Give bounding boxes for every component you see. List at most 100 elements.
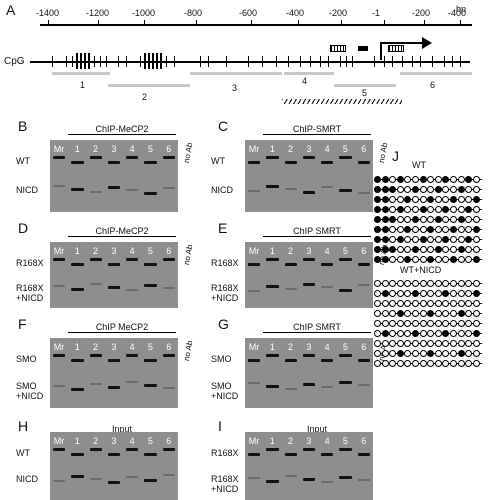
lane-number: 1 — [269, 144, 275, 154]
cpg-dot — [434, 310, 442, 317]
cpg-dot — [427, 226, 435, 233]
gel-band — [248, 161, 261, 164]
gel-band — [71, 263, 84, 266]
cpg-dot — [389, 360, 397, 367]
cpg-dot — [419, 206, 427, 213]
cpg-dot — [434, 340, 442, 347]
gel-band — [126, 354, 139, 357]
axis-tick — [48, 20, 49, 26]
cpg-dot — [419, 256, 427, 263]
cpg-dot — [412, 186, 419, 193]
cpg-dot — [442, 256, 450, 263]
cpg-site — [156, 53, 158, 69]
cpg-site — [310, 56, 311, 67]
cpg-dot — [434, 216, 442, 223]
cpg-dot — [389, 206, 397, 213]
cpg-dot — [412, 330, 419, 337]
cpg-site — [276, 56, 277, 67]
gel-band — [357, 263, 370, 266]
gel-band — [248, 359, 261, 362]
cpg-dot — [412, 246, 419, 253]
gel-band — [71, 388, 84, 392]
lane-number: 4 — [129, 342, 135, 352]
cpg-dot — [389, 226, 397, 233]
cpg-site — [76, 53, 78, 69]
cpg-dot — [450, 186, 457, 193]
cpg-dot — [412, 196, 419, 203]
lane-number: 1 — [269, 436, 275, 446]
cpg-dot — [457, 300, 465, 307]
gel-band — [339, 156, 352, 159]
cpg-dot — [404, 340, 412, 347]
methylation-row — [374, 300, 482, 307]
gel-image — [245, 338, 373, 408]
cpg-site — [66, 56, 67, 67]
row-label: SMO — [211, 354, 232, 364]
gel-band — [357, 359, 370, 362]
cpg-site — [208, 56, 209, 67]
cpg-dot — [419, 236, 427, 243]
cpg-dot — [457, 246, 465, 253]
cpg-dot — [465, 216, 473, 223]
cpg-dot — [472, 186, 480, 193]
cpg-dot — [442, 226, 450, 233]
row-label: WT — [16, 156, 30, 166]
cpg-dot — [434, 290, 442, 297]
gel-band — [71, 161, 84, 164]
lane-number: 2 — [288, 246, 294, 256]
cpg-dot — [427, 236, 435, 243]
lane-number: Mr — [248, 144, 260, 154]
cpg-dot — [434, 360, 442, 367]
axis-tick-label: -1400 — [36, 8, 60, 18]
panel-letter: D — [18, 220, 29, 236]
gel-band — [107, 185, 121, 189]
cpg-dot — [412, 216, 419, 223]
gel-band — [89, 448, 102, 451]
cpg-dot — [381, 256, 389, 263]
cpg-site — [300, 56, 301, 67]
panel-a: -1400 -1200 -1000 -800 -600 -400 -200 -1 -200 -40… — [0, 0, 488, 122]
gel-band — [89, 282, 102, 285]
gel-band — [339, 354, 352, 357]
cpg-dot — [396, 330, 404, 337]
cpg-dot — [427, 290, 435, 297]
cpg-dot — [396, 320, 404, 327]
cpg-dot — [404, 236, 412, 243]
gel-band — [126, 381, 139, 384]
methylation-row — [374, 206, 482, 213]
methylation-row — [374, 320, 482, 327]
cpg-dot — [457, 280, 465, 287]
cpg-dot — [427, 340, 435, 347]
cpg-dot — [389, 310, 397, 317]
row-label: R168X +NICD — [16, 282, 44, 303]
no-ab-label: no Ab — [182, 141, 195, 164]
cpg-dot — [381, 236, 389, 243]
cpg-dot — [396, 350, 404, 357]
cpg-dot — [374, 186, 381, 193]
cpg-dot — [404, 330, 412, 337]
cpg-dot — [465, 280, 473, 287]
lane-number: 1 — [74, 342, 80, 352]
lane-number: 6 — [361, 342, 367, 352]
gel-band — [321, 453, 334, 456]
no-ab-label: no Ab — [377, 141, 390, 164]
cpg-dot — [404, 226, 412, 233]
gel-band — [266, 184, 279, 188]
lane-number: 1 — [74, 246, 80, 256]
gel-band — [144, 453, 157, 456]
panel-letter: I — [218, 418, 222, 434]
cpg-dot — [465, 246, 473, 253]
cpg-dot — [457, 330, 465, 337]
lane-number: 6 — [166, 436, 172, 446]
panel-j-group-wt: WT — [412, 160, 426, 170]
cpg-dot — [457, 340, 465, 347]
cpg-dot — [412, 256, 419, 263]
row-label: R168X — [211, 258, 239, 268]
cpg-dot — [389, 350, 397, 357]
gel-title: ChIP MeCP2 — [68, 322, 176, 333]
lane-number: 5 — [147, 342, 153, 352]
cpg-dot — [434, 236, 442, 243]
cpg-dot — [396, 186, 404, 193]
cpg-site — [80, 53, 82, 69]
lane-number: 3 — [306, 144, 312, 154]
